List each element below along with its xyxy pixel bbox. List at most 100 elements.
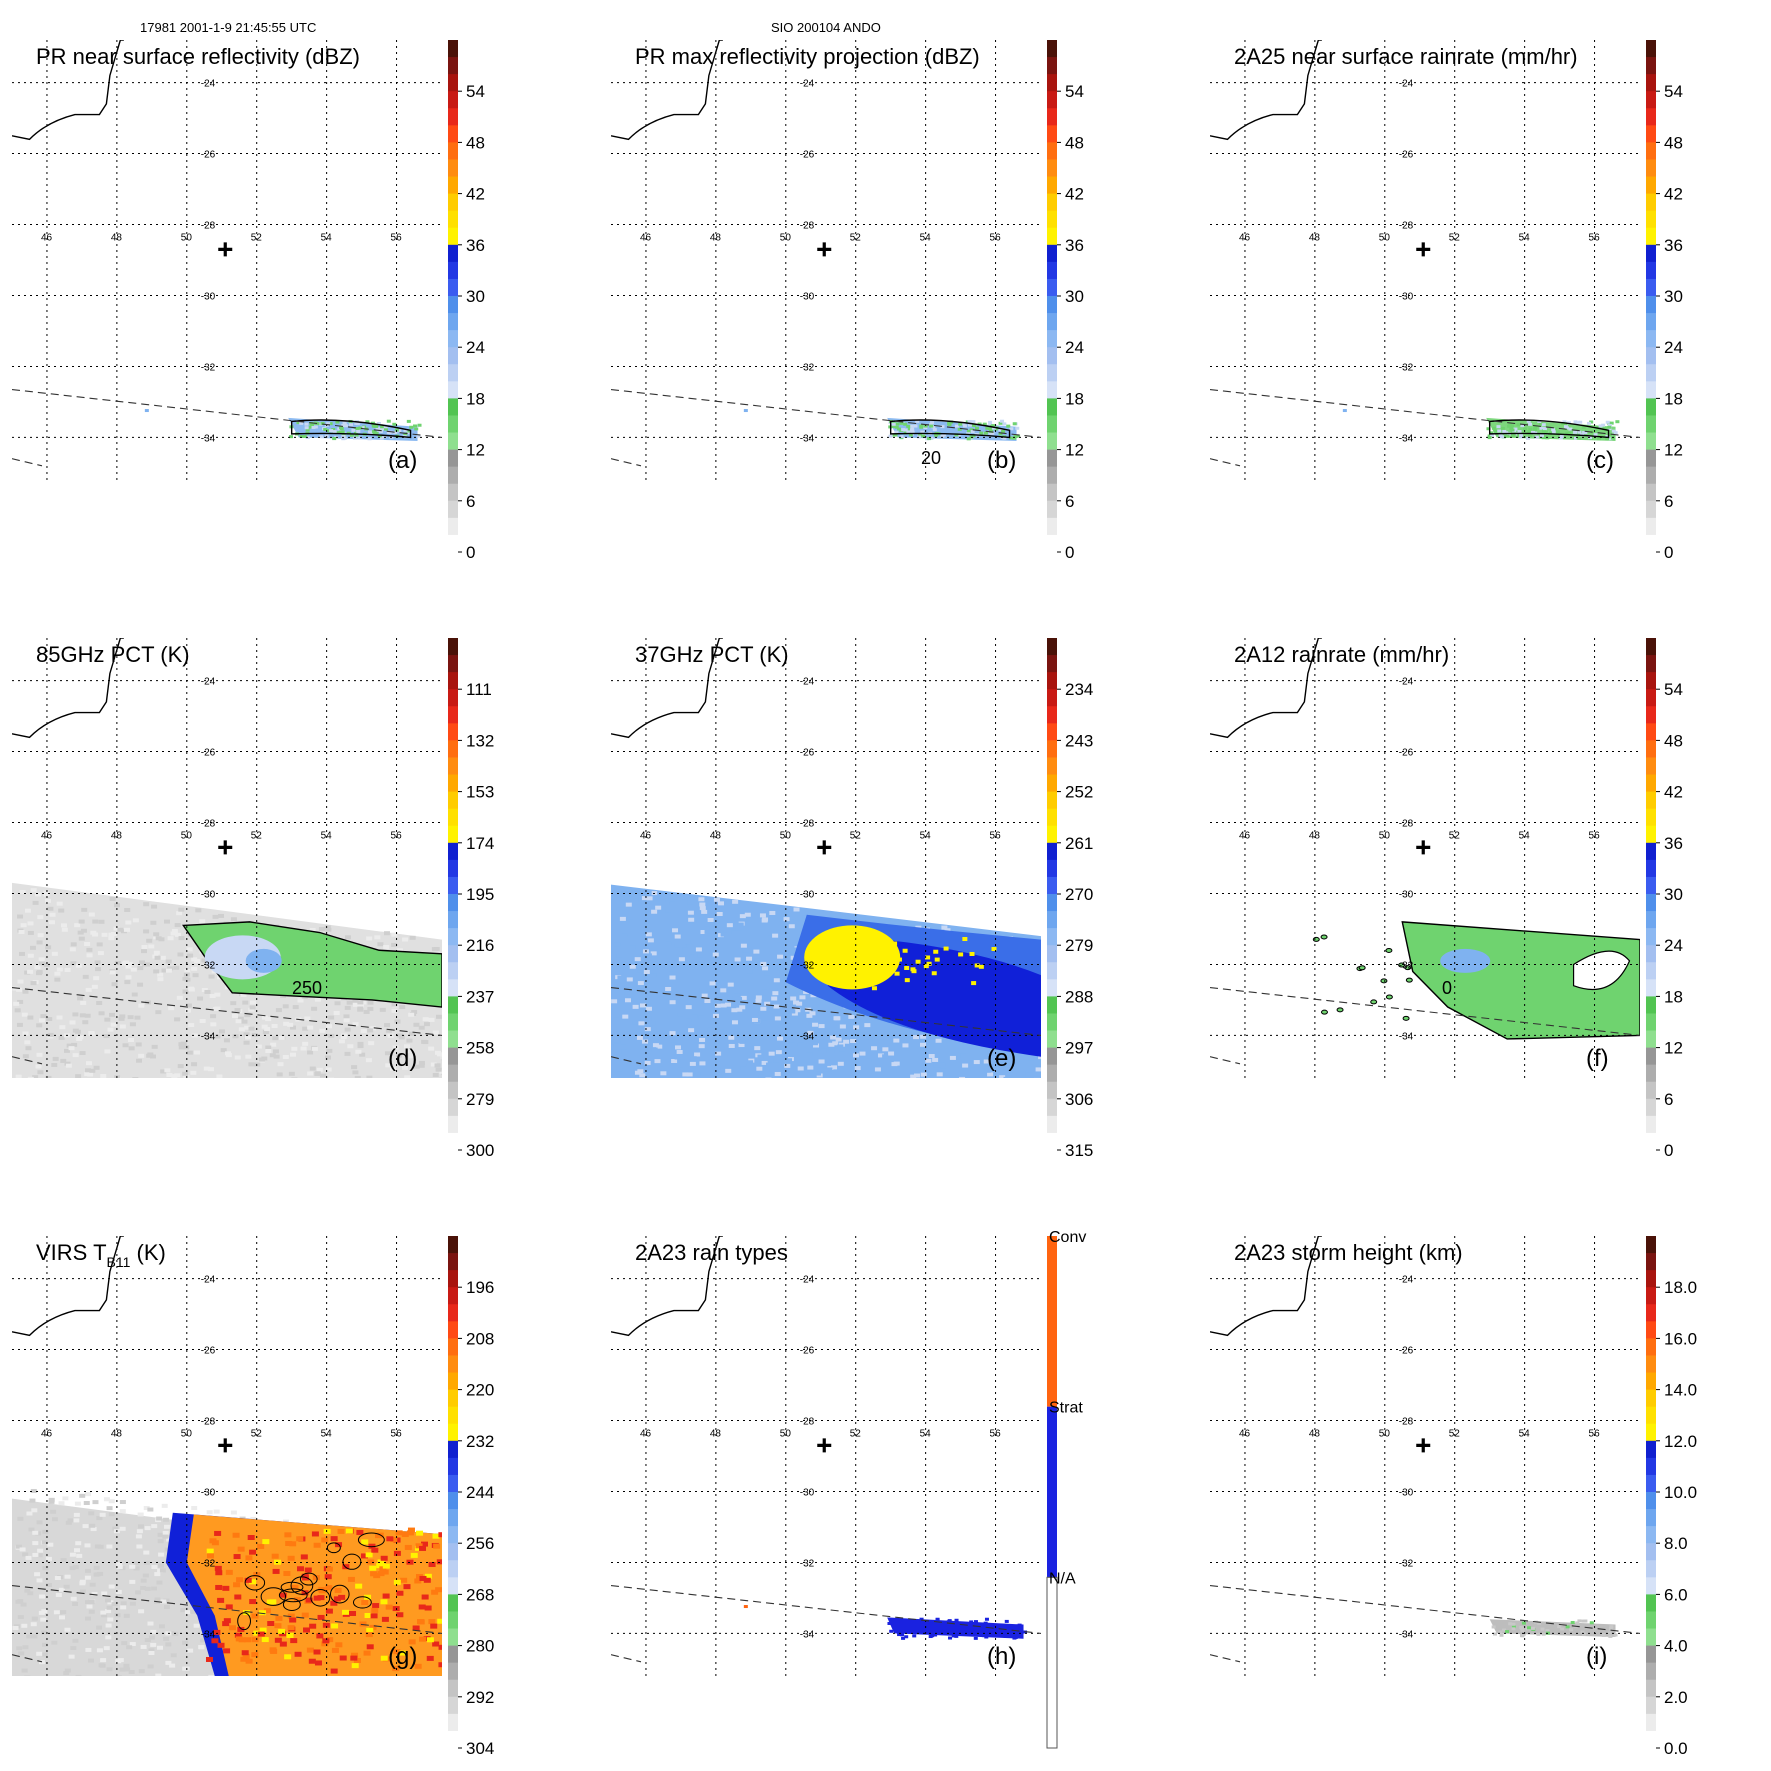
colorbar-label: 36 [466, 236, 485, 255]
swath-pixel [828, 1042, 835, 1047]
swath-pixel [291, 1046, 298, 1051]
swath-pixel [432, 1072, 439, 1077]
colorbar-segment [448, 1013, 458, 1032]
cloud-pixel [287, 1613, 295, 1619]
cloud-pixel [286, 1632, 294, 1638]
colorbar-segment [1646, 1645, 1656, 1664]
contour-line [290, 419, 412, 439]
echo-pixel [918, 433, 923, 437]
colorbar-segment [1646, 1628, 1656, 1647]
colorbar-segment [1646, 1338, 1656, 1356]
colorbar-segment [1646, 415, 1656, 434]
cloud-pixel [438, 1662, 442, 1668]
map-area [12, 40, 442, 480]
swath-pixel [163, 1524, 170, 1529]
swath-pixel [64, 1627, 71, 1632]
echo-pixel [907, 427, 912, 431]
coastline [12, 638, 124, 739]
colorbar-label: 18 [1664, 389, 1683, 408]
cloud-pixel [249, 1599, 257, 1605]
swath-pixel [902, 1043, 909, 1048]
swath-edge-line [1210, 1056, 1241, 1065]
lat-tick-label: -24 [1399, 79, 1414, 90]
swath-pixel [84, 1543, 91, 1548]
swath-pixel [84, 941, 91, 946]
swath-pixel [75, 1674, 82, 1676]
stratiform-pixel [984, 1635, 989, 1639]
panel-letter: (g) [388, 1643, 417, 1670]
swath-pixel [893, 1038, 900, 1043]
height-pixel [1498, 1630, 1503, 1634]
cloud-pixel [237, 1626, 245, 1632]
echo-pixel [1016, 434, 1021, 438]
cloud-pixel [401, 1532, 409, 1538]
swath-pixel [882, 1047, 889, 1052]
swath-edge-line [12, 1584, 442, 1634]
swath-pixel [644, 1060, 651, 1065]
swath-pixel [307, 1050, 314, 1055]
swath-pixel [93, 1572, 100, 1577]
swath-pixel [352, 1070, 359, 1075]
colorbar-segment [448, 261, 458, 280]
cold-top-contour [357, 1532, 385, 1548]
swath-edge-line [1210, 986, 1640, 1036]
swath-pixel [629, 964, 636, 969]
swath-pixel [781, 993, 788, 998]
cloud-pixel [351, 1663, 359, 1669]
stratiform-pixel [933, 1633, 938, 1637]
swath-pixel [241, 1019, 248, 1024]
colorbar-segment [448, 125, 458, 143]
colorbar-segment [448, 1081, 458, 1100]
cloud-pixel [261, 1637, 269, 1643]
swath-pixel [715, 1074, 722, 1078]
swath-pixel [150, 1629, 157, 1634]
cold-top-contour [282, 1598, 301, 1612]
lat-tick-label: -34 [800, 1031, 815, 1042]
colorbar-label: 8.0 [1664, 1534, 1688, 1553]
swath-pixel [434, 1063, 441, 1068]
colorbar-segment [1646, 278, 1656, 297]
swath-pixel [921, 1032, 928, 1037]
lat-tick-label: -32 [201, 960, 216, 971]
swath-pixel [142, 1573, 149, 1578]
colorbar-segment [1646, 1730, 1656, 1749]
colorbar-segment [448, 689, 458, 707]
echo-pixel [332, 430, 337, 434]
swath-pixel [70, 1596, 77, 1601]
swath-pixel [813, 1043, 820, 1048]
colorbar-label: 153 [466, 783, 494, 802]
cloud-pixel [317, 1595, 325, 1601]
height-pixel [1575, 1621, 1580, 1625]
core-pixel [925, 955, 931, 960]
echo-pixel [988, 429, 993, 433]
swath-pixel [24, 1588, 31, 1593]
swath-pixel [188, 986, 195, 991]
cloud-pixel [232, 1532, 240, 1538]
colorbar-label: 300 [466, 1141, 494, 1160]
swath-pixel [837, 1044, 844, 1049]
echo-pixel [1525, 436, 1530, 440]
swath-pixel [637, 1069, 644, 1074]
swath-pixel [441, 971, 442, 976]
swath-pixel [665, 941, 672, 946]
swath-pixel [67, 1518, 74, 1523]
swath-pixel [831, 1065, 838, 1070]
swath-pixel [368, 1041, 375, 1046]
swath-pixel [243, 1040, 250, 1045]
swath-pixel [777, 942, 784, 947]
cloud-pixel [435, 1587, 442, 1593]
colorbar-segment [1047, 313, 1057, 331]
swath-pixel [109, 1012, 116, 1017]
swath-pixel [88, 1609, 95, 1614]
colorbar-label: 306 [1065, 1090, 1093, 1109]
cloud-pixel [297, 1566, 305, 1572]
colorbar-segment [1646, 74, 1656, 92]
swath-pixel [26, 1511, 33, 1516]
swath-pixel [96, 1648, 103, 1653]
core-pixel [933, 949, 939, 954]
swath-pixel [701, 993, 708, 998]
swath-edge-line [611, 1056, 642, 1065]
